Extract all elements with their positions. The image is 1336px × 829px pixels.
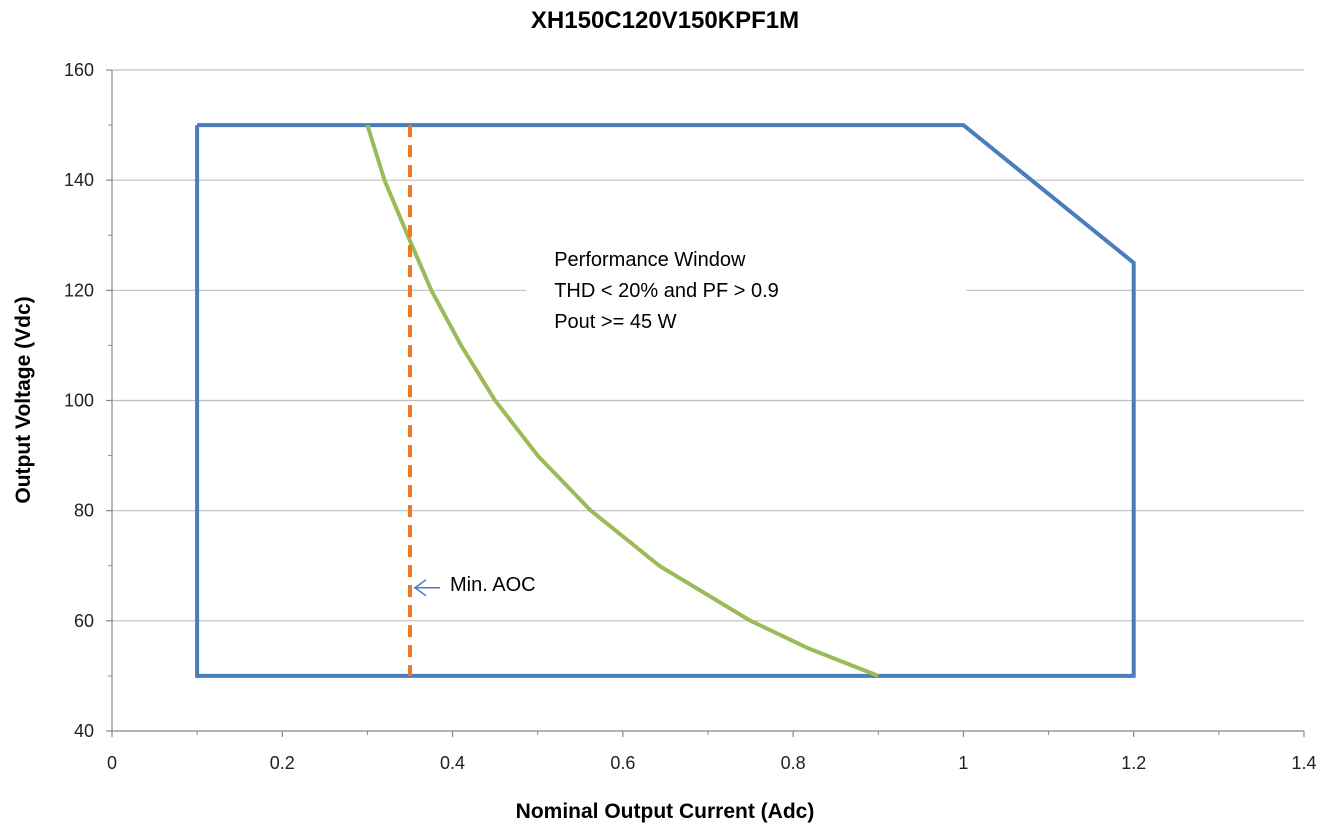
chart-title: XH150C120V150KPF1M [531, 7, 799, 34]
annotation-text-line: THD < 20% and PF > 0.9 [554, 280, 779, 302]
x-tick-label: 0.4 [440, 753, 465, 773]
x-tick-label: 0 [107, 753, 117, 773]
y-tick-label: 60 [74, 611, 94, 631]
gridlines [112, 69, 1304, 622]
x-tick-label: 1.4 [1291, 753, 1316, 773]
annotation-text-line: Pout >= 45 W [554, 311, 676, 333]
x-tick-label: 0.6 [610, 753, 635, 773]
x-axis-title: Nominal Output Current (Adc) [516, 800, 815, 823]
annotations: Performance Window THD < 20% and PF > 0.9… [413, 249, 779, 597]
y-axis-title: Output Voltage (Vdc) [12, 296, 35, 503]
arrow-head [413, 579, 427, 597]
series-group [195, 123, 1136, 678]
y-tick-label: 120 [64, 280, 94, 300]
x-tick-label: 0.8 [781, 753, 806, 773]
y-tick-label: 160 [64, 60, 94, 80]
x-tick-label: 1 [958, 753, 968, 773]
x-tick-label: 0.2 [270, 753, 295, 773]
tick-labels: 40 60 80 100 120 140 160 0 0.2 0.4 0.6 0.8 1 1.2 1.4 [64, 60, 1317, 773]
x-tick-label: 1.2 [1121, 753, 1146, 773]
y-tick-label: 100 [64, 391, 94, 411]
y-tick-label: 140 [64, 170, 94, 190]
y-tick-label: 80 [74, 501, 94, 521]
annotation-background [526, 242, 967, 373]
min-aoc-label: Min. AOC [450, 574, 536, 596]
power-limit-curve [365, 124, 880, 678]
y-tick-label: 40 [74, 721, 94, 741]
window-boundary-line [195, 123, 1136, 678]
annotation-text-line: Performance Window [554, 249, 746, 271]
axes [106, 69, 1305, 737]
